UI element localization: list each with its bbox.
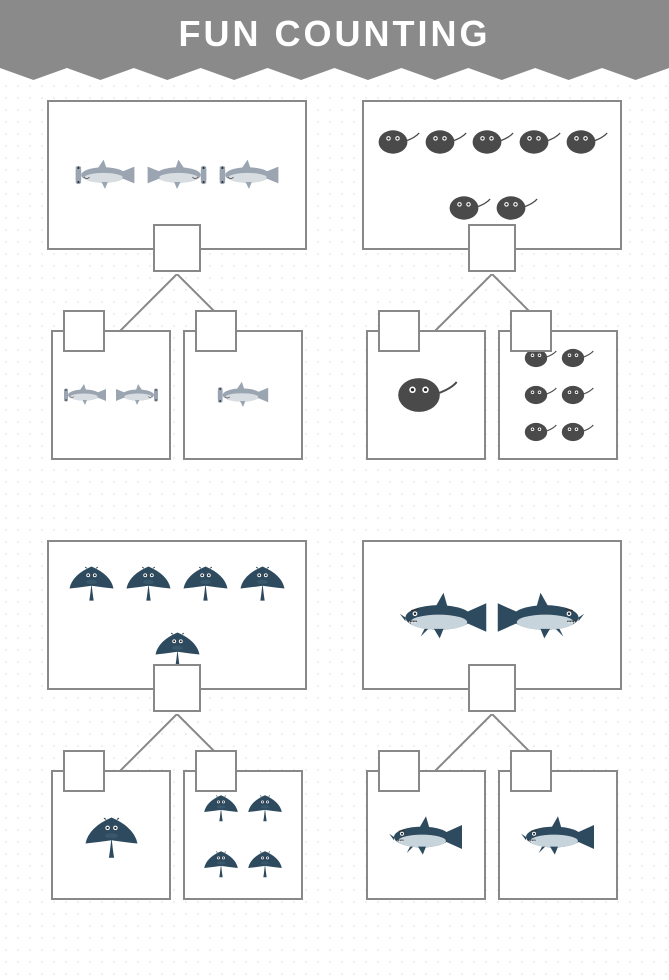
stingray-icon (516, 124, 561, 160)
stingray-icon (522, 418, 557, 446)
counting-grid (30, 100, 639, 960)
sub-box-left (366, 330, 486, 460)
stingray-icon (559, 381, 594, 409)
main-count-box (362, 100, 622, 250)
manta-ray-icon (121, 561, 176, 602)
page-title: FUN COUNTING (179, 13, 491, 55)
manta-ray-icon (244, 847, 286, 879)
hammerhead-shark-icon (214, 154, 284, 196)
main-answer-input[interactable] (153, 664, 201, 712)
worksheet-page: FUN COUNTING (0, 0, 669, 980)
counting-block-shark (345, 540, 640, 950)
main-count-box (47, 540, 307, 690)
sub-box-left (51, 330, 171, 460)
manta-ray-icon (200, 791, 242, 823)
main-count-box (362, 540, 622, 690)
manta-ray-icon (178, 561, 233, 602)
stingray-icon (559, 344, 594, 372)
animal-cluster (372, 110, 612, 240)
sub-answer-input-right[interactable] (195, 750, 237, 792)
manta-ray-icon (235, 561, 290, 602)
stingray-icon (559, 418, 594, 446)
counting-block-hammerhead (30, 100, 325, 510)
split-diagram (392, 274, 592, 334)
header-bar: FUN COUNTING (0, 0, 669, 68)
main-count-box (47, 100, 307, 250)
sub-box-left (366, 770, 486, 900)
sub-answer-input-left[interactable] (378, 310, 420, 352)
manta-ray-icon (244, 791, 286, 823)
animal-cluster (189, 780, 297, 890)
stingray-icon (393, 369, 458, 421)
stingray-icon (446, 190, 491, 226)
animal-cluster (372, 780, 480, 890)
animal-cluster (57, 550, 297, 680)
animal-cluster (372, 550, 612, 680)
split-diagram (392, 714, 592, 774)
stingray-icon (563, 124, 608, 160)
sub-box-right (183, 330, 303, 460)
stingray-icon (493, 190, 538, 226)
stingray-icon (522, 381, 557, 409)
sub-box-left (51, 770, 171, 900)
hammerhead-shark-icon (70, 154, 140, 196)
animal-cluster (57, 110, 297, 240)
main-answer-input[interactable] (468, 224, 516, 272)
animal-cluster (372, 340, 480, 450)
manta-ray-icon (200, 847, 242, 879)
sub-boxes-row (345, 330, 640, 460)
manta-ray-icon (64, 561, 119, 602)
zigzag-divider (0, 68, 669, 80)
stingray-icon (422, 124, 467, 160)
animal-cluster (57, 780, 165, 890)
sub-boxes-row (30, 770, 325, 900)
shark-icon (386, 813, 466, 857)
hammerhead-shark-icon (142, 154, 212, 196)
stingray-icon (375, 124, 420, 160)
sub-boxes-row (345, 770, 640, 900)
counting-block-stingray (345, 100, 640, 510)
sub-answer-input-left[interactable] (63, 750, 105, 792)
counting-block-manta (30, 540, 325, 950)
animal-cluster (189, 340, 297, 450)
hammerhead-shark-icon (112, 380, 162, 410)
shark-icon (518, 813, 598, 857)
animal-cluster (57, 340, 165, 450)
hammerhead-shark-icon (60, 380, 110, 410)
sub-box-right (498, 330, 618, 460)
manta-ray-icon (150, 627, 205, 668)
sub-answer-input-right[interactable] (195, 310, 237, 352)
main-answer-input[interactable] (153, 224, 201, 272)
hammerhead-shark-icon (213, 377, 273, 413)
sub-box-right (183, 770, 303, 900)
shark-icon (396, 589, 491, 641)
split-diagram (77, 714, 277, 774)
main-answer-input[interactable] (468, 664, 516, 712)
sub-answer-input-left[interactable] (378, 750, 420, 792)
shark-icon (493, 589, 588, 641)
split-diagram (77, 274, 277, 334)
animal-cluster (504, 780, 612, 890)
manta-ray-icon (79, 811, 144, 860)
sub-box-right (498, 770, 618, 900)
stingray-icon (469, 124, 514, 160)
sub-answer-input-right[interactable] (510, 310, 552, 352)
sub-answer-input-right[interactable] (510, 750, 552, 792)
sub-boxes-row (30, 330, 325, 460)
sub-answer-input-left[interactable] (63, 310, 105, 352)
animal-cluster (504, 340, 612, 450)
worksheet-area (0, 80, 669, 980)
